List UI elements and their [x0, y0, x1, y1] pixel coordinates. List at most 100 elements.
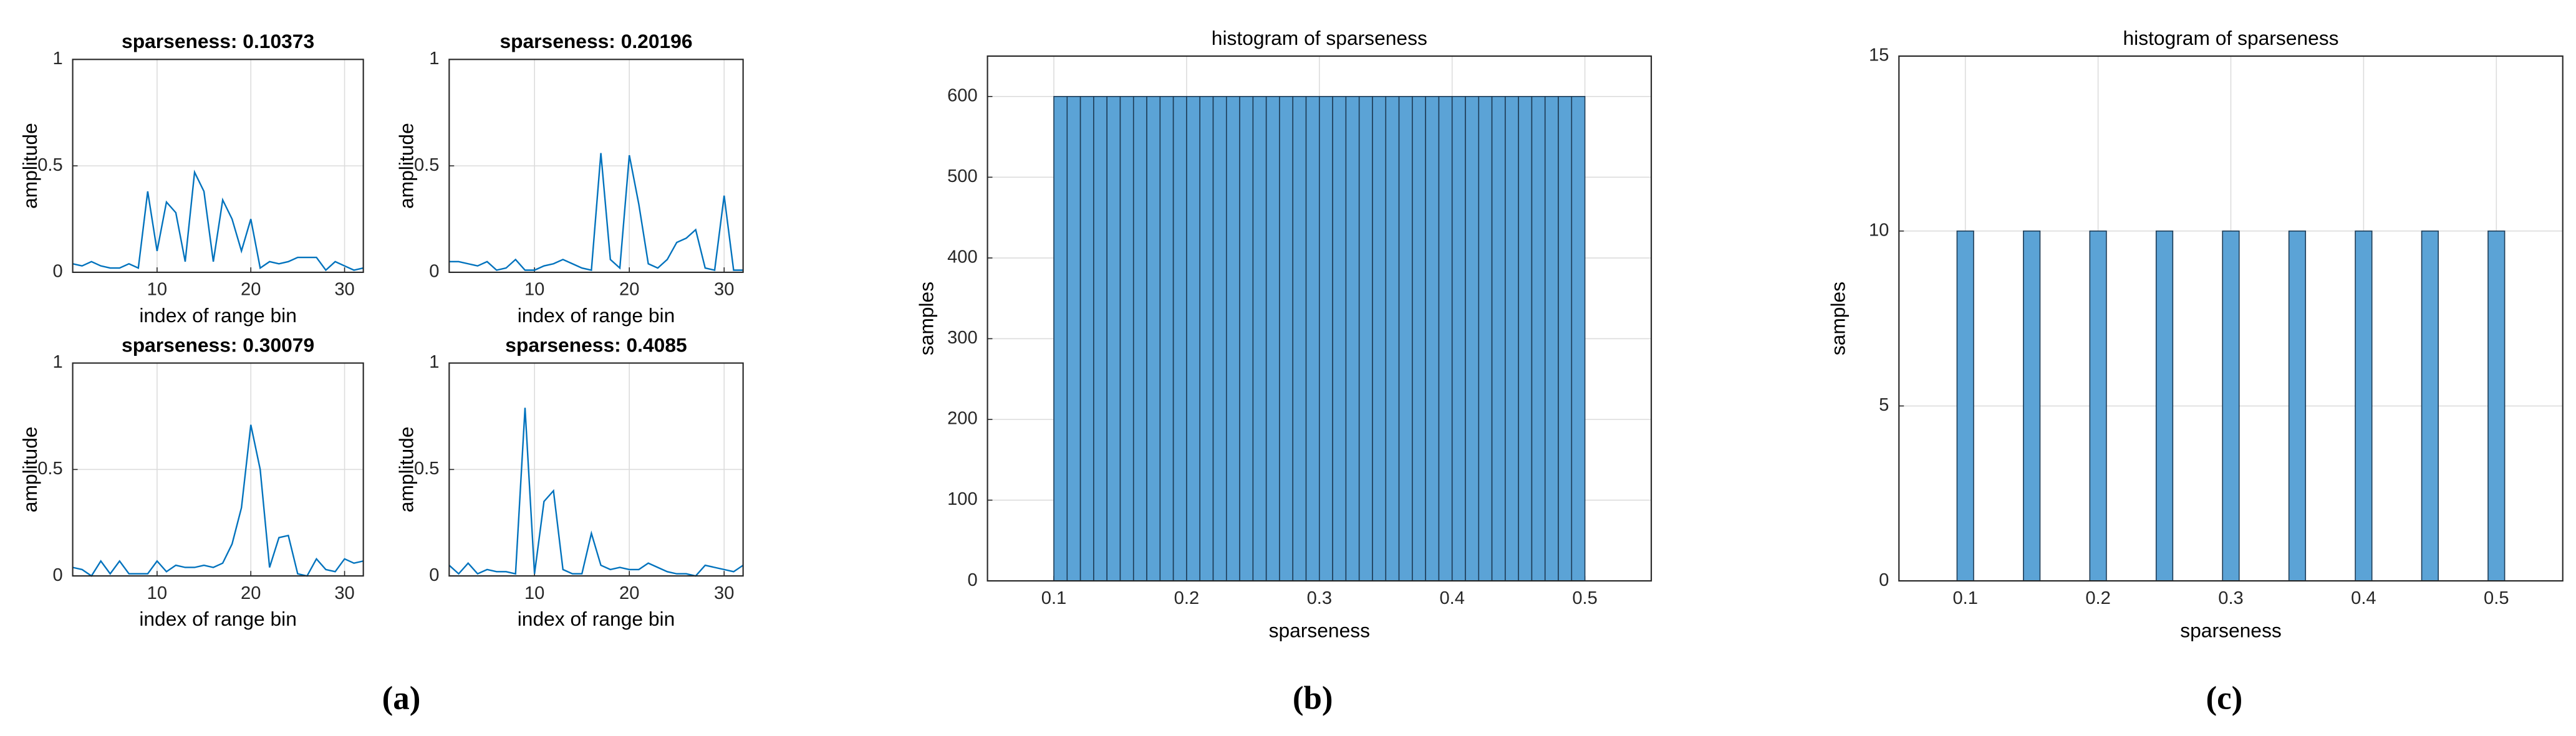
bar: [1412, 96, 1426, 581]
bar: [1212, 96, 1227, 581]
y-axis-label: samples: [915, 282, 938, 355]
chart-title: sparseness: 0.4085: [505, 333, 687, 356]
y-tick-label: 300: [947, 328, 978, 348]
bar: [2487, 230, 2506, 581]
y-tick-label: 10: [1869, 220, 1889, 240]
chart-title: sparseness: 0.20196: [499, 30, 692, 52]
x-tick-label: 0.5: [2484, 588, 2509, 608]
bar: [1239, 96, 1254, 581]
x-tick-label: 10: [147, 280, 167, 300]
bar: [1518, 96, 1533, 581]
y-axis-label: amplitude: [395, 426, 418, 512]
bar: [1491, 96, 1506, 581]
bar: [1398, 96, 1413, 581]
x-axis-label: index of range bin: [518, 304, 675, 327]
bar: [1319, 96, 1333, 581]
y-tick-label: 5: [1879, 395, 1889, 415]
bar: [1225, 96, 1240, 581]
y-axis-label: amplitude: [19, 426, 41, 512]
bar: [1159, 96, 1174, 581]
series-line: [449, 153, 743, 271]
bar: [1544, 96, 1559, 581]
bar: [1119, 96, 1134, 581]
x-axis-label: index of range bin: [139, 608, 297, 630]
y-tick-label: 0.5: [37, 155, 62, 175]
x-tick-label: 20: [619, 583, 639, 603]
x-tick-label: 20: [619, 280, 639, 300]
bar: [2421, 230, 2439, 581]
y-tick-label: 0: [52, 262, 62, 282]
bar: [1186, 96, 1200, 581]
x-tick-label: 0.4: [1439, 588, 1464, 608]
bar: [1505, 96, 1519, 581]
bar: [1172, 96, 1187, 581]
y-tick-label: 400: [947, 247, 978, 267]
x-axis-label: sparseness: [1269, 619, 1370, 642]
caption: (c): [2206, 681, 2243, 717]
axes-box: [448, 59, 744, 273]
x-tick-label: 10: [524, 280, 544, 300]
bar: [1066, 96, 1081, 581]
x-axis-label: index of range bin: [518, 608, 675, 630]
y-axis-label: amplitude: [19, 123, 41, 209]
bar: [2222, 230, 2240, 581]
x-tick-label: 30: [714, 280, 734, 300]
series-line: [72, 170, 364, 272]
bar: [1372, 96, 1387, 581]
x-tick-label: 0.5: [1572, 588, 1597, 608]
bar: [1079, 96, 1094, 581]
x-tick-label: 0.1: [1952, 588, 1977, 608]
x-tick-label: 30: [714, 583, 734, 603]
x-tick-label: 10: [147, 583, 167, 603]
x-tick-label: 0.4: [2351, 588, 2376, 608]
y-tick-label: 0.5: [414, 459, 439, 479]
caption: (a): [382, 681, 421, 717]
bar: [1571, 96, 1586, 581]
bar: [1199, 96, 1214, 581]
bar: [1451, 96, 1466, 581]
bar: [1332, 96, 1347, 581]
chart-title: sparseness: 0.30079: [122, 333, 314, 356]
y-tick-label: 0: [52, 565, 62, 585]
axes-box: [72, 362, 364, 577]
y-tick-label: 0: [429, 262, 439, 282]
x-tick-label: 0.2: [1174, 588, 1199, 608]
x-axis-label: index of range bin: [139, 304, 297, 327]
x-tick-label: 20: [241, 583, 261, 603]
bar: [2089, 230, 2107, 581]
axes-box: [987, 55, 1652, 582]
x-tick-label: 0.2: [2085, 588, 2110, 608]
x-axis-label: sparseness: [2180, 619, 2281, 642]
y-tick-label: 0: [1879, 570, 1889, 590]
x-tick-label: 30: [334, 280, 354, 300]
x-tick-label: 0.3: [1307, 588, 1332, 608]
y-tick-label: 600: [947, 85, 978, 105]
bar: [2355, 230, 2373, 581]
x-tick-label: 0.3: [2218, 588, 2243, 608]
series-line: [72, 424, 364, 577]
axes-box: [72, 59, 364, 273]
bar: [1265, 96, 1280, 581]
chart-title: histogram of sparseness: [1212, 27, 1427, 49]
bar: [1358, 96, 1373, 581]
bar: [1956, 230, 1974, 581]
bar: [1345, 96, 1360, 581]
y-tick-label: 500: [947, 166, 978, 186]
bar: [2155, 230, 2174, 581]
chart-title: sparseness: 0.10373: [122, 30, 314, 52]
axes-box: [1898, 55, 2564, 582]
y-tick-label: 0: [429, 565, 439, 585]
bar: [1465, 96, 1480, 581]
bar: [2023, 230, 2041, 581]
y-tick-label: 0: [967, 570, 977, 590]
bar: [1146, 96, 1161, 581]
bar: [2288, 230, 2307, 581]
bar: [1053, 96, 1068, 581]
y-tick-label: 1: [429, 49, 439, 69]
x-tick-label: 0.1: [1041, 588, 1066, 608]
y-axis-label: amplitude: [395, 123, 418, 209]
y-axis-label: samples: [1826, 282, 1849, 355]
x-tick-label: 30: [334, 583, 354, 603]
bar: [1279, 96, 1294, 581]
series-line: [448, 408, 744, 577]
